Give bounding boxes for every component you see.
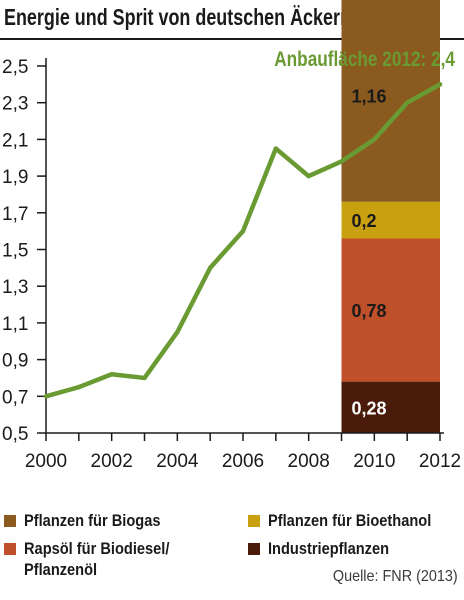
x-tick-label: 2006 bbox=[222, 451, 264, 472]
data-point bbox=[339, 159, 344, 164]
series-group bbox=[43, 82, 443, 399]
bar-segment-2 bbox=[341, 201, 440, 239]
data-point bbox=[306, 173, 311, 179]
legend-label: Rapsöl für Biodiesel/ Pflanzenöl bbox=[24, 539, 170, 579]
bar-segment-label: 0,28 bbox=[352, 398, 387, 418]
legend-item: Pflanzen für Biogas bbox=[4, 510, 183, 531]
legend-swatch bbox=[4, 543, 16, 555]
legend-swatch bbox=[248, 515, 260, 527]
y-tick-label: 2,5 bbox=[2, 57, 28, 78]
chart-title: Energie und Sprit von deutschen Äckern bbox=[4, 4, 351, 30]
y-tick-label: 1,5 bbox=[2, 241, 28, 262]
y-tick-label: 2,1 bbox=[2, 130, 28, 151]
data-point bbox=[43, 394, 49, 399]
y-tick-label: 2,3 bbox=[2, 94, 28, 115]
data-point bbox=[404, 100, 410, 105]
legend-swatch bbox=[4, 515, 16, 527]
y-tick-label: 0,7 bbox=[2, 387, 28, 408]
x-tick-label: 2008 bbox=[288, 451, 330, 472]
data-point bbox=[372, 137, 377, 142]
legend-item: Rapsöl für Biodiesel/ Pflanzenöl bbox=[4, 538, 193, 580]
x-tick-label: 2000 bbox=[25, 451, 67, 472]
axes-group: 0,5 0,7 0,9 1,1 1,3 1,5 1,7 1,9 2,1 2,3 2,5 2000 200… bbox=[2, 57, 461, 472]
bar-segment-3 bbox=[341, 0, 440, 202]
legend-swatch bbox=[248, 543, 260, 555]
data-point bbox=[273, 146, 279, 151]
bar-segment-1 bbox=[341, 238, 440, 382]
bar-segment-label: 1,16 bbox=[352, 86, 387, 106]
data-point bbox=[109, 372, 114, 377]
legend-label: Pflanzen für Biogas bbox=[24, 511, 161, 530]
labels-group: Anbaufläche 2012: 2,4 bbox=[274, 49, 455, 72]
data-point bbox=[76, 384, 82, 390]
bar-segment-0 bbox=[341, 381, 440, 433]
source-note: Quelle: FNR (2013) bbox=[333, 568, 458, 585]
stacked-bar-group: 0,28 0,78 0,2 1,16 bbox=[341, 0, 440, 433]
line-chart: 0,28 0,78 0,2 1,16 0,5 0,7 0,9 1,1 1,3 1,5 1,7 1,9… bbox=[2, 0, 461, 472]
legend-label: Industriepflanzen bbox=[268, 539, 390, 558]
y-tick-label: 1,3 bbox=[2, 277, 28, 298]
legend-label: Pflanzen für Bioethanol bbox=[268, 511, 432, 530]
legend: Pflanzen für Biogas Pflanzen für Bioethan… bbox=[0, 490, 464, 600]
legend-item: Industriepflanzen bbox=[248, 538, 409, 559]
x-tick-label: 2012 bbox=[419, 451, 461, 472]
x-tick-label: 2004 bbox=[156, 451, 199, 472]
y-tick-label: 0,9 bbox=[2, 351, 28, 372]
annotation-label: Anbaufläche 2012: 2,4 bbox=[274, 49, 455, 72]
y-tick-label: 0,5 bbox=[2, 424, 28, 445]
data-point bbox=[175, 329, 180, 335]
title-rule bbox=[0, 38, 464, 40]
x-tick-label: 2002 bbox=[91, 451, 133, 472]
data-point bbox=[142, 375, 147, 381]
data-point bbox=[437, 82, 443, 87]
y-tick-label: 1,9 bbox=[2, 167, 28, 188]
bar-segment-label: 0,78 bbox=[352, 301, 387, 321]
data-point bbox=[207, 265, 213, 271]
data-point bbox=[240, 228, 246, 234]
legend-item: Pflanzen für Bioethanol bbox=[248, 510, 458, 531]
y-tick-label: 1,7 bbox=[2, 204, 28, 225]
y-tick-label: 1,1 bbox=[2, 314, 28, 335]
x-tick-label: 2010 bbox=[353, 451, 395, 472]
bar-segment-label: 0,2 bbox=[352, 211, 377, 231]
